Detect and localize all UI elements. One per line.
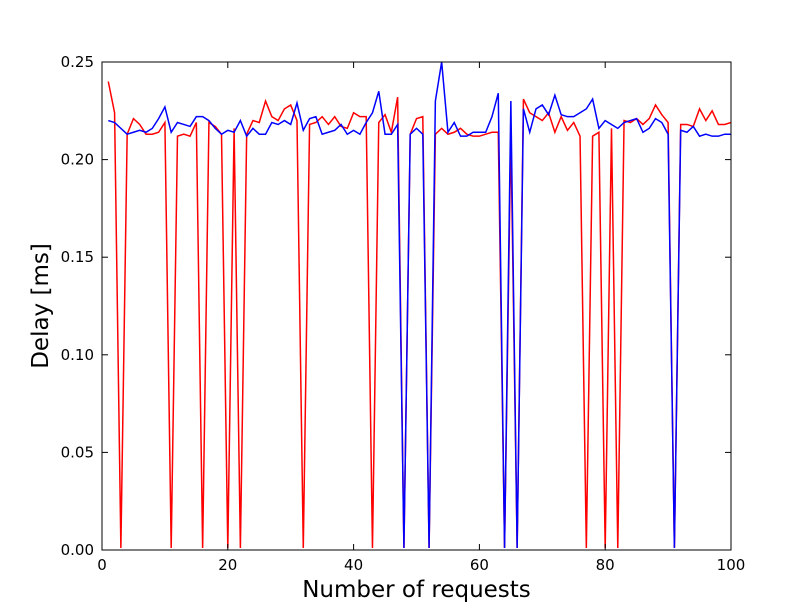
x-axis-ticks: 0 20 40 60 80 100 bbox=[97, 62, 745, 574]
series-layer bbox=[107, 61, 732, 549]
x-tick-label: 60 bbox=[470, 556, 489, 574]
x-tick-label: 80 bbox=[596, 556, 615, 574]
y-tick-label: 0.05 bbox=[61, 443, 94, 461]
y-tick-label: 0.15 bbox=[61, 248, 94, 266]
y-axis-ticks: 0.00 0.05 0.10 0.15 0.20 0.25 bbox=[61, 53, 731, 559]
y-tick-label: 0.25 bbox=[61, 53, 94, 71]
plot-frame bbox=[101, 61, 732, 551]
y-tick-label: 0.20 bbox=[61, 151, 94, 169]
x-tick-label: 100 bbox=[717, 556, 746, 574]
x-tick-label: 0 bbox=[97, 556, 107, 574]
y-axis-title: Delay [ms] bbox=[28, 243, 54, 369]
y-tick-label: 0.10 bbox=[61, 346, 94, 364]
plot-area: 0 20 40 60 80 100 0.00 0.05 0.10 0.15 0.20 0.25 bbox=[61, 53, 746, 574]
x-tick-label: 20 bbox=[218, 556, 237, 574]
x-axis-title: Number of requests bbox=[302, 577, 531, 603]
x-tick-label: 40 bbox=[344, 556, 363, 574]
series-line-2 bbox=[108, 61, 731, 549]
y-tick-label: 0.00 bbox=[61, 541, 94, 559]
